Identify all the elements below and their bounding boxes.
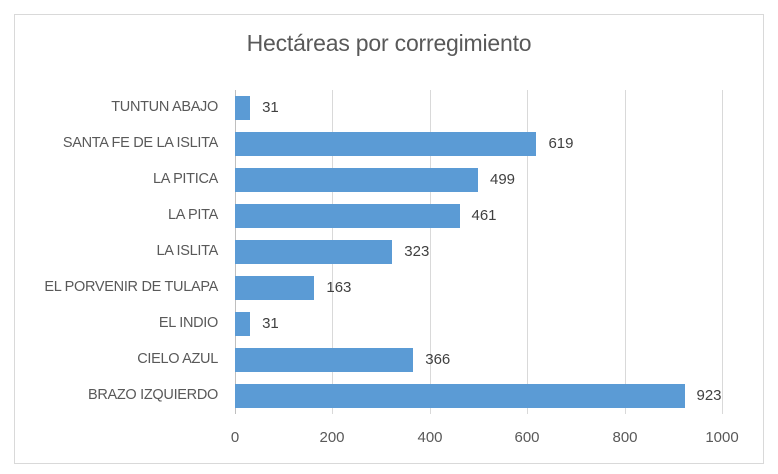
data-label: 323 <box>404 243 430 260</box>
data-label: 461 <box>471 207 497 224</box>
data-label: 31 <box>262 99 279 116</box>
category-label: CIELO AZUL <box>137 351 218 367</box>
gridline <box>430 90 431 414</box>
bar <box>235 132 537 156</box>
data-label: 163 <box>326 279 352 296</box>
x-tick-label: 1000 <box>705 429 739 446</box>
x-tick-label: 200 <box>319 429 345 446</box>
category-label: EL PORVENIR DE TULAPA <box>44 279 218 295</box>
bar <box>235 96 251 120</box>
chart-title: Hectáreas por corregimiento <box>246 30 532 56</box>
bar <box>235 276 315 300</box>
category-label: EL INDIO <box>158 315 218 331</box>
gridline <box>722 90 723 414</box>
category-label: LA PITICA <box>153 171 218 187</box>
data-label: 366 <box>425 351 451 368</box>
category-label: LA PITA <box>167 207 218 223</box>
x-tick-label: 400 <box>417 429 443 446</box>
x-tick-label: 600 <box>514 429 540 446</box>
x-tick-label: 0 <box>230 429 240 446</box>
data-label: 619 <box>548 135 574 152</box>
bar <box>235 384 685 408</box>
bar <box>235 312 251 336</box>
category-label: LA ISLITA <box>156 243 218 259</box>
bar <box>235 240 393 264</box>
bar <box>235 348 414 372</box>
category-label: SANTA FE DE LA ISLITA <box>62 135 218 151</box>
bar <box>235 168 478 192</box>
bar <box>235 204 460 228</box>
data-label: 499 <box>490 171 516 188</box>
data-label: 31 <box>262 315 279 332</box>
gridline <box>625 90 626 414</box>
data-label: 923 <box>696 387 722 404</box>
x-tick-label: 800 <box>612 429 638 446</box>
category-label: TUNTUN ABAJO <box>111 99 218 115</box>
gridline <box>527 90 528 414</box>
category-label: BRAZO IZQUIERDO <box>87 387 218 403</box>
